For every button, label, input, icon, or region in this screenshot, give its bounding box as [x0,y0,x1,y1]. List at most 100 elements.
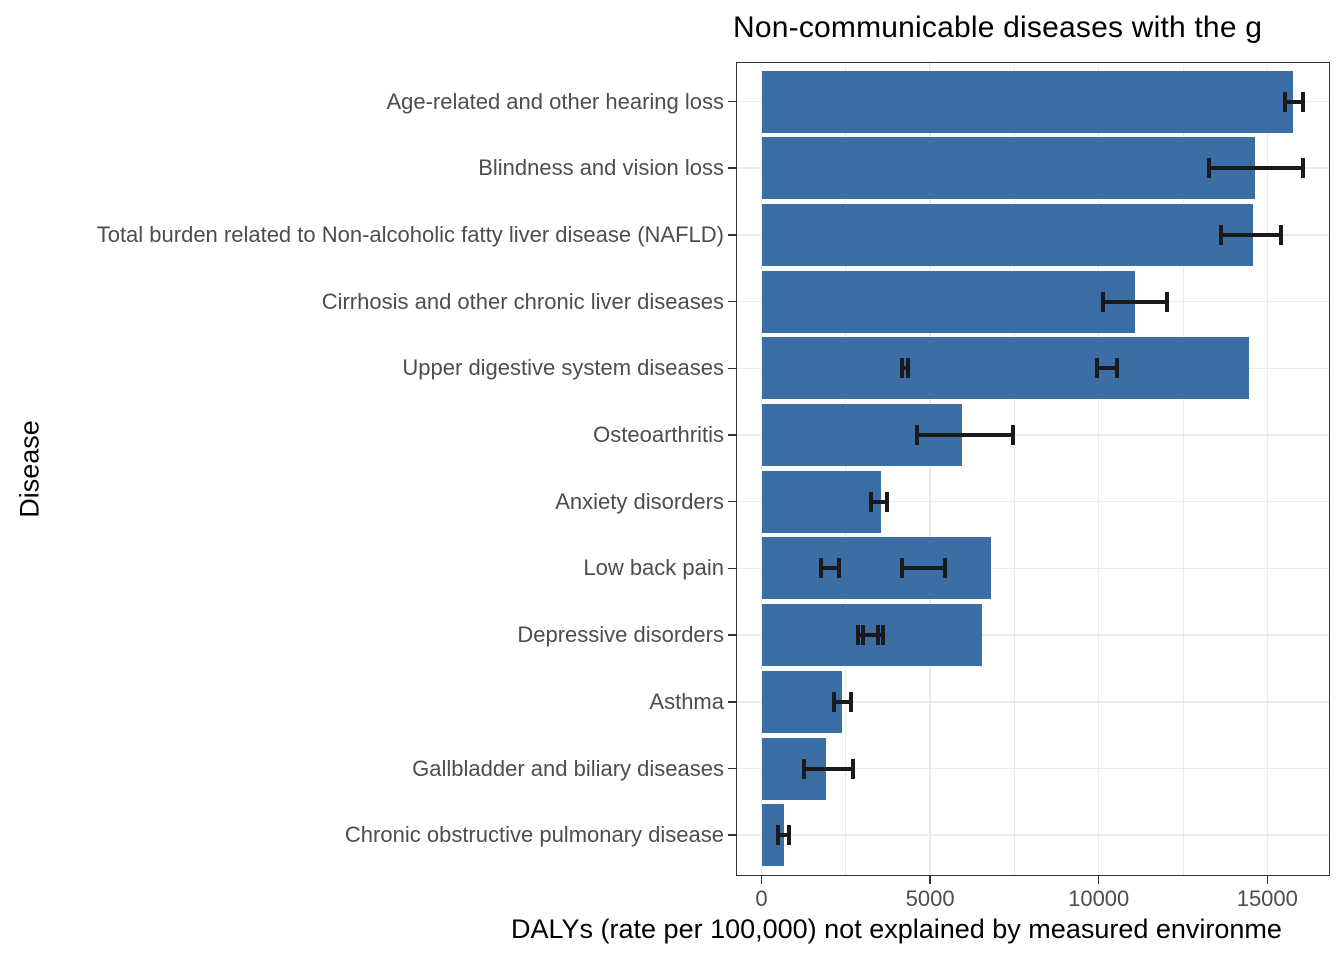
error-bar-cap [869,491,874,512]
error-bar-cap [837,558,842,579]
error-bar-line [833,699,851,704]
error-bar-line [916,433,1014,437]
error-bar-cap [856,625,861,646]
error-bar-cap [1114,358,1119,379]
y-axis-tick-label: Blindness and vision loss [478,155,724,181]
error-bar-line [820,566,840,571]
error-bar-cap [1094,358,1099,379]
chart-title: Non-communicable diseases with the g [733,11,1263,44]
y-axis-tick-label: Total burden related to Non-alcoholic fa… [96,221,724,247]
error-bar-cap [851,758,856,779]
gridline-minor-vertical [845,63,847,875]
x-axis-tick [1266,876,1269,884]
y-axis-tick [728,100,736,103]
error-bar-cap [787,825,792,846]
error-bar-cap [906,358,911,379]
error-bar-cap [831,691,836,712]
gridline-major-vertical [929,63,931,875]
x-axis-tick [1097,876,1100,884]
bar [761,804,785,867]
error-bar-cap [885,491,890,512]
error-bar-cap [942,558,947,579]
y-axis-tick-label: Osteoarthritis [593,422,724,447]
bar [761,137,1256,200]
y-axis-tick-label: Chronic obstructive pulmonary disease [344,822,724,848]
error-bar-cap [1101,291,1106,312]
gridline-minor-vertical [1013,63,1015,875]
error-bar-cap [818,558,823,579]
y-axis-tick [728,701,736,703]
gridline-major-vertical [760,63,763,875]
bar [761,337,1250,400]
bar [761,270,1136,333]
bar [761,537,991,600]
gridline-major-horizontal [737,767,1329,770]
y-axis-tick [728,434,736,436]
error-bar-line [1221,232,1281,237]
x-axis-tick-label: 0 [755,886,768,911]
error-bar-line [863,633,884,638]
error-bar-cap [1207,158,1212,179]
error-bar-line [1285,99,1304,104]
y-axis-tick-label: Depressive disorders [517,622,724,648]
y-axis-tick [728,567,736,570]
x-axis-tick [760,876,763,884]
gridline-major-horizontal [737,434,1329,436]
y-axis-tick-label: Asthma [649,688,724,714]
y-axis-tick-label: Age-related and other hearing loss [386,88,724,114]
error-bar-line [901,566,945,571]
y-axis-tick-label: Anxiety disorders [555,488,724,514]
error-bar-cap [1283,91,1288,112]
gridline-minor-vertical [1182,63,1184,875]
gridline-major-horizontal [737,834,1329,836]
error-bar-cap [899,358,904,379]
y-axis-tick [728,367,736,370]
error-bar-line [871,499,888,504]
y-axis-tick-label: Upper digestive system diseases [402,355,724,381]
error-bar-cap [881,625,886,646]
bar [761,670,843,733]
x-axis-tick-label: 5000 [905,886,955,911]
y-axis-tick-label: Cirrhosis and other chronic liver diseas… [321,288,724,314]
gridline-major-horizontal [737,701,1329,703]
error-bar-cap [1301,91,1306,112]
error-bar-line [778,833,790,838]
y-axis-tick [728,634,736,636]
x-axis-title: DALYs (rate per 100,000) not explained b… [511,914,1282,944]
error-bar-cap [1278,224,1283,245]
error-bar-cap [802,758,807,779]
y-axis-title: Disease [14,420,45,518]
y-axis-tick [728,300,736,303]
x-axis-tick-label: 15000 [1236,886,1298,911]
error-bar-line [901,366,909,371]
error-bar-cap [1011,425,1016,445]
y-axis-tick [728,167,736,169]
error-bar-cap [776,825,781,846]
error-bar-cap [1164,291,1169,312]
gridline-major-horizontal [737,500,1329,503]
gridline-major-horizontal [737,567,1329,570]
gridline-major-vertical [1097,63,1100,875]
y-axis-tick [728,500,736,503]
error-bar-line [1209,166,1303,171]
error-bar-cap [1219,224,1224,245]
bar [761,470,881,533]
error-bar-cap [1300,158,1305,179]
error-bar-cap [848,691,853,712]
bar [761,70,1294,133]
x-axis-tick [929,876,931,884]
error-bar-line [1096,366,1117,371]
x-axis-tick-label: 10000 [1068,886,1130,911]
panel-border [736,62,1330,876]
y-axis-tick-label: Gallbladder and biliary diseases [412,755,724,781]
error-bar-cap [899,558,904,579]
error-bar-cap [914,425,919,445]
error-bar-line [1103,299,1167,304]
error-bar-line [804,766,854,771]
y-axis-tick-label: Low back pain [583,555,724,581]
error-bar-cap [861,625,866,646]
y-axis-tick [728,234,736,236]
y-axis-tick [728,834,736,836]
